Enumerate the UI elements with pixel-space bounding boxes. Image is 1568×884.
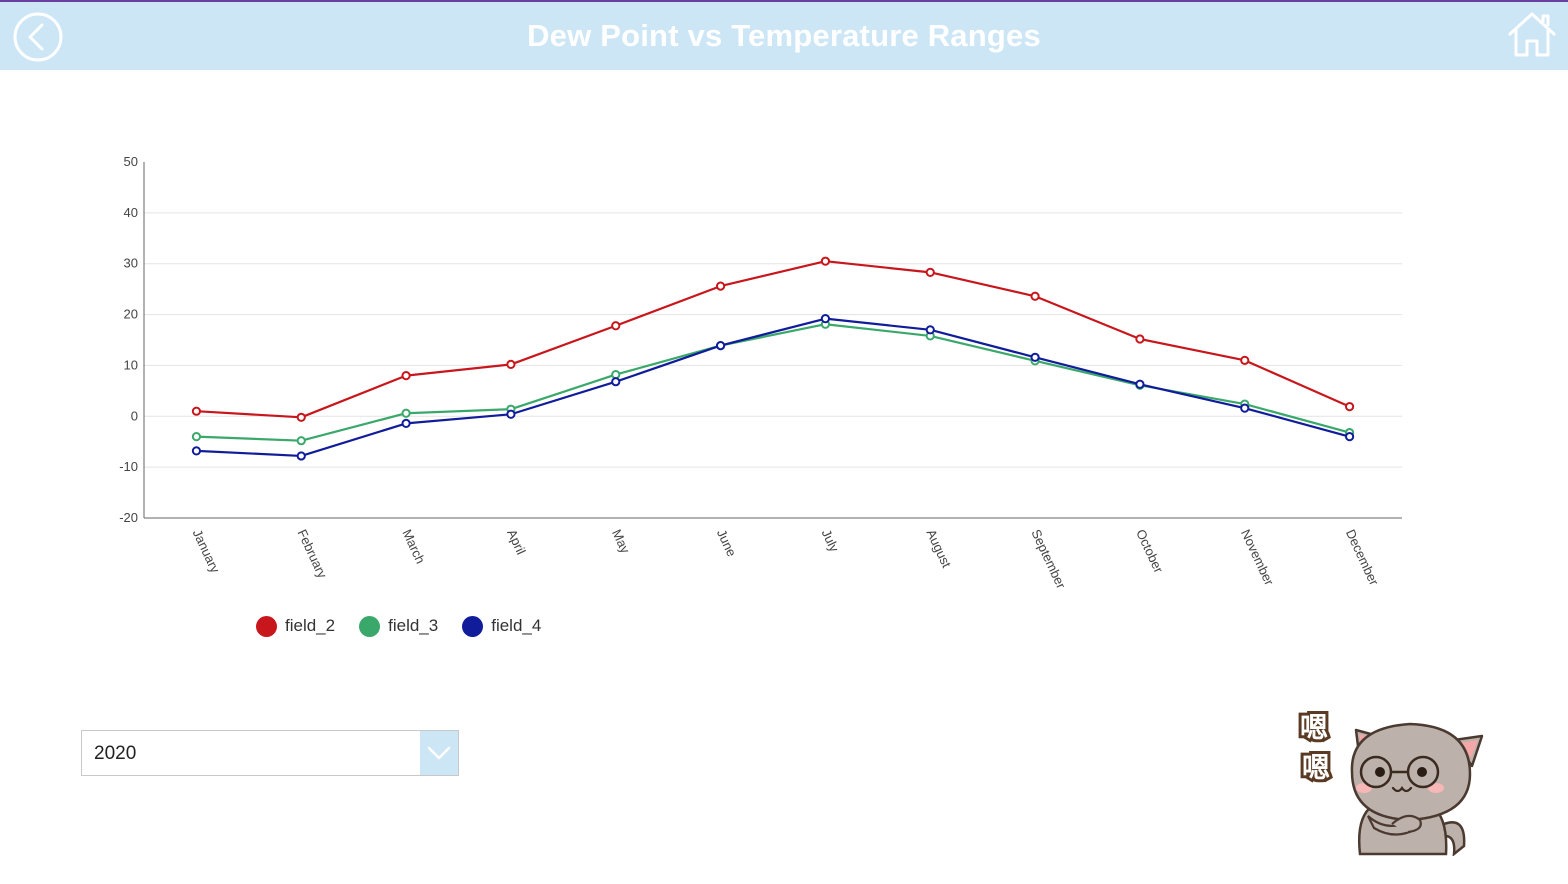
data-point-field_2: [820, 256, 831, 266]
y-tick-label: 30: [124, 256, 138, 271]
data-point-field_2: [401, 371, 411, 381]
x-tick-label: October: [1133, 527, 1166, 576]
data-point-field_2: [1344, 402, 1355, 412]
data-point-field_3: [191, 432, 202, 442]
chart-legend: field_2 field_3 field_4: [256, 613, 565, 639]
series-line-field_4: [196, 317, 1350, 458]
data-point-field_4: [506, 409, 516, 419]
home-button[interactable]: [1506, 10, 1558, 60]
data-point-field_4: [1240, 403, 1250, 413]
sticker-text-2: 嗯: [1302, 751, 1330, 784]
legend-item-field_3: field_3: [359, 615, 439, 637]
data-point-field_4: [611, 377, 621, 387]
data-point-field_2: [191, 406, 202, 416]
x-tick-label: July: [819, 527, 843, 555]
year-dropdown[interactable]: 2020: [81, 730, 459, 776]
y-tick-label: 40: [124, 205, 138, 220]
data-point-field_2: [925, 267, 935, 277]
chart-axes: [143, 162, 1402, 519]
data-point-field_2: [715, 281, 726, 291]
data-point-field_4: [820, 314, 831, 324]
series-line-field_3: [196, 323, 1350, 442]
legend-label: field_3: [388, 616, 439, 635]
legend-marker: [359, 615, 381, 637]
series-line-field_2: [196, 260, 1351, 419]
data-point-field_2: [506, 359, 516, 370]
x-tick-label: February: [295, 527, 331, 581]
data-point-field_2: [1135, 334, 1145, 344]
data-point-field_4: [925, 325, 935, 335]
data-point-field_2: [1030, 291, 1040, 301]
chevron-down-icon: [427, 746, 451, 760]
x-tick-label: September: [1028, 527, 1069, 592]
data-point-field_3: [401, 408, 411, 418]
data-point-field_4: [401, 418, 411, 429]
legend-label: field_2: [285, 616, 336, 635]
chart-gridlines: [144, 212, 1402, 468]
home-icon: [1508, 12, 1556, 57]
dropdown-toggle-button[interactable]: [420, 731, 458, 775]
data-point-field_3: [296, 436, 306, 446]
x-tick-label: January: [190, 527, 223, 576]
data-point-field_4: [1135, 379, 1145, 389]
x-tick-label: December: [1343, 527, 1382, 588]
y-tick-label: 50: [124, 154, 138, 169]
chart-series: [191, 256, 1355, 461]
x-tick-label: November: [1238, 527, 1277, 588]
data-point-field_4: [191, 446, 202, 456]
data-point-field_4: [1030, 352, 1040, 362]
page-title: Dew Point vs Temperature Ranges: [527, 18, 1041, 53]
y-tick-label: -20: [119, 510, 138, 525]
x-tick-label: March: [399, 527, 428, 566]
data-point-field_3: [611, 369, 621, 380]
back-button[interactable]: [12, 11, 64, 63]
legend-marker: [256, 615, 277, 637]
y-tick-label: 10: [124, 357, 138, 372]
y-tick-label: 20: [124, 307, 138, 322]
y-axis-ticks: 50 40 30 20 10 0 -10 -20: [119, 154, 138, 525]
legend-item-field_2: field_2: [256, 615, 336, 637]
x-tick-label: June: [714, 527, 740, 559]
data-point-field_4: [715, 340, 726, 351]
y-tick-label: 0: [131, 408, 138, 423]
data-point-field_4: [296, 451, 306, 461]
header-bar: Dew Point vs Temperature Ranges: [0, 2, 1568, 70]
y-tick-label: -10: [119, 459, 138, 474]
legend-marker: [462, 615, 484, 637]
cat-sticker-icon: 嗯 嗯: [1297, 708, 1484, 856]
data-point-field_4: [1344, 432, 1355, 442]
legend-item-field_4: field_4: [462, 615, 542, 637]
sticker-text-1: 嗯: [1300, 711, 1328, 744]
x-axis-ticks: January February March April May June July Augu…: [190, 527, 1382, 592]
x-tick-label: August: [924, 527, 955, 570]
line-chart: 50 40 30 20 10 0 -10 -20 January February March Ap…: [119, 154, 1402, 592]
x-tick-label: April: [504, 527, 529, 557]
data-point-field_2: [296, 412, 306, 422]
legend-label: field_4: [491, 616, 542, 635]
data-point-field_2: [1240, 355, 1250, 365]
back-arrow-circle-icon: [13, 12, 63, 62]
x-tick-label: May: [609, 527, 633, 556]
data-point-field_2: [611, 321, 621, 331]
top-accent-border: [0, 0, 1568, 2]
year-dropdown-value: 2020: [94, 743, 137, 764]
